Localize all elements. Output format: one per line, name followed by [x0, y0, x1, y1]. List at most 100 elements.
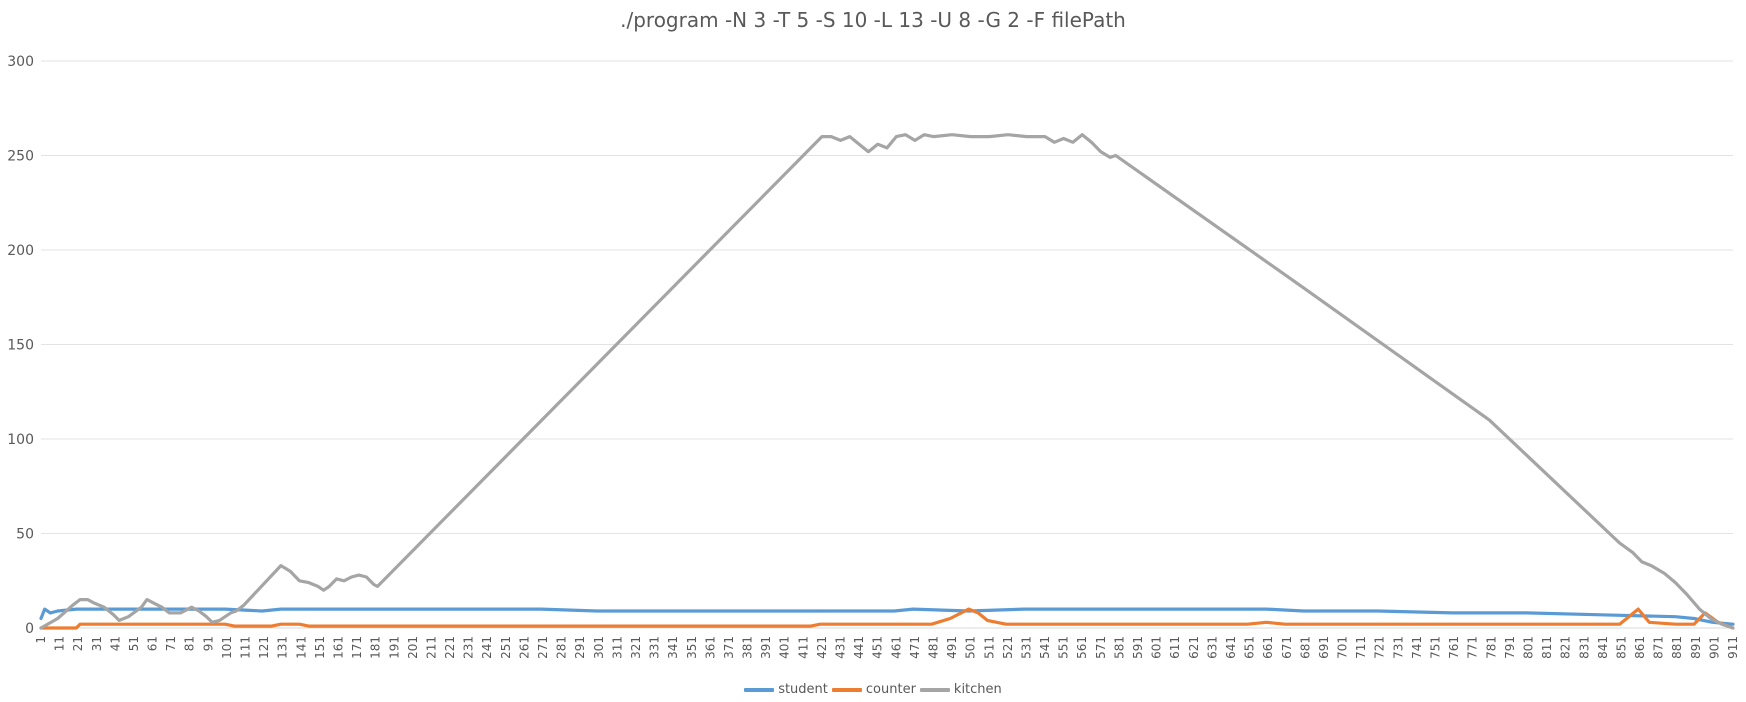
x-tick-label: 231	[462, 636, 476, 659]
gridlines	[41, 60, 1733, 629]
x-tick-label: 811	[1540, 636, 1554, 659]
x-tick-label: 861	[1633, 636, 1647, 659]
x-tick-label: 611	[1168, 636, 1182, 659]
x-tick-label: 421	[815, 636, 829, 659]
x-tick-label: 581	[1112, 636, 1126, 659]
x-tick-label: 751	[1429, 636, 1443, 659]
x-tick-label: 1	[34, 636, 48, 644]
x-tick-label: 71	[164, 636, 178, 651]
x-tick-label: 681	[1298, 636, 1312, 659]
x-tick-label: 431	[834, 636, 848, 659]
x-tick-label: 271	[536, 636, 550, 659]
legend-item-kitchen: kitchen	[919, 682, 1002, 697]
x-tick-label: 691	[1317, 636, 1331, 659]
x-tick-label: 31	[90, 636, 104, 651]
x-tick-label: 121	[257, 636, 271, 659]
y-tick-label: 200	[7, 243, 34, 259]
x-tick-label: 321	[629, 636, 643, 659]
x-tick-label: 81	[183, 636, 197, 651]
x-tick-label: 481	[926, 636, 940, 659]
x-tick-label: 381	[741, 636, 755, 659]
legend-label: kitchen	[953, 682, 1002, 697]
x-tick-label: 351	[685, 636, 699, 659]
x-tick-label: 501	[964, 636, 978, 659]
x-tick-label: 641	[1224, 636, 1238, 659]
x-tick-label: 291	[573, 636, 587, 659]
series-line-student	[39, 607, 1735, 626]
x-tick-label: 441	[852, 636, 866, 659]
legend-item-student: student	[744, 682, 828, 697]
legend-item-counter: counter	[831, 682, 916, 697]
x-tick-label: 521	[1001, 636, 1015, 659]
x-tick-label: 711	[1354, 636, 1368, 659]
x-tick-label: 591	[1131, 636, 1145, 659]
y-tick-label: 50	[16, 527, 34, 543]
x-tick-label: 701	[1336, 636, 1350, 659]
x-tick-label: 661	[1261, 636, 1275, 659]
x-tick-label: 461	[889, 636, 903, 659]
x-tick-label: 191	[387, 636, 401, 659]
x-tick-label: 531	[1019, 636, 1033, 659]
x-tick-label: 131	[276, 636, 290, 659]
legend-swatch	[744, 687, 775, 692]
x-tick-label: 161	[331, 636, 345, 659]
legend: student counter kitchen	[0, 682, 1746, 697]
x-tick-label: 891	[1689, 636, 1703, 659]
x-axis-labels: 1 11 21 31 41 51 61 71 81 91 101 111 121 131 141 151 161…	[34, 636, 1740, 659]
x-tick-label: 561	[1075, 636, 1089, 659]
x-tick-label: 51	[127, 636, 141, 651]
x-tick-label: 491	[945, 636, 959, 659]
x-tick-label: 391	[759, 636, 773, 659]
x-tick-label: 621	[1187, 636, 1201, 659]
x-tick-label: 651	[1243, 636, 1257, 659]
x-tick-label: 781	[1484, 636, 1498, 659]
y-tick-label: 250	[7, 149, 34, 165]
x-tick-label: 541	[1038, 636, 1052, 659]
x-tick-label: 261	[517, 636, 531, 659]
x-tick-label: 251	[499, 636, 513, 659]
series-line-counter	[39, 607, 1735, 630]
y-axis-labels: 0 50 100 150 200 250 300	[7, 54, 34, 637]
x-tick-label: 101	[220, 636, 234, 659]
y-tick-label: 150	[7, 338, 34, 354]
x-tick-label: 881	[1670, 636, 1684, 659]
x-tick-label: 411	[796, 636, 810, 659]
x-tick-label: 141	[294, 636, 308, 659]
y-tick-label: 0	[25, 621, 34, 637]
legend-label: counter	[865, 682, 916, 697]
x-tick-label: 901	[1707, 636, 1721, 659]
x-tick-label: 471	[908, 636, 922, 659]
x-tick-label: 911	[1726, 636, 1740, 659]
x-tick-label: 171	[350, 636, 364, 659]
x-tick-label: 221	[443, 636, 457, 659]
x-tick-label: 831	[1577, 636, 1591, 659]
x-tick-label: 241	[480, 636, 494, 659]
x-tick-label: 371	[722, 636, 736, 659]
series-lines	[39, 133, 1735, 630]
x-tick-label: 331	[648, 636, 662, 659]
x-tick-label: 551	[1057, 636, 1071, 659]
x-tick-label: 181	[369, 636, 383, 659]
x-tick-label: 571	[1094, 636, 1108, 659]
chart-title: ./program -N 3 -T 5 -S 10 -L 13 -U 8 -G …	[620, 8, 1126, 32]
x-tick-label: 21	[71, 636, 85, 651]
x-tick-label: 61	[146, 636, 160, 651]
x-tick-label: 741	[1410, 636, 1424, 659]
x-tick-label: 871	[1652, 636, 1666, 659]
x-tick-label: 821	[1559, 636, 1573, 659]
x-tick-label: 111	[239, 636, 253, 659]
x-tick-label: 41	[108, 636, 122, 651]
x-tick-label: 801	[1521, 636, 1535, 659]
x-tick-label: 631	[1205, 636, 1219, 659]
x-tick-label: 841	[1596, 636, 1610, 659]
y-tick-label: 300	[7, 54, 34, 70]
x-tick-label: 301	[592, 636, 606, 659]
x-tick-label: 791	[1503, 636, 1517, 659]
x-tick-label: 851	[1614, 636, 1628, 659]
x-tick-label: 511	[982, 636, 996, 659]
x-tick-label: 361	[703, 636, 717, 659]
x-tick-label: 721	[1373, 636, 1387, 659]
x-tick-label: 761	[1447, 636, 1461, 659]
legend-swatch	[919, 687, 950, 692]
